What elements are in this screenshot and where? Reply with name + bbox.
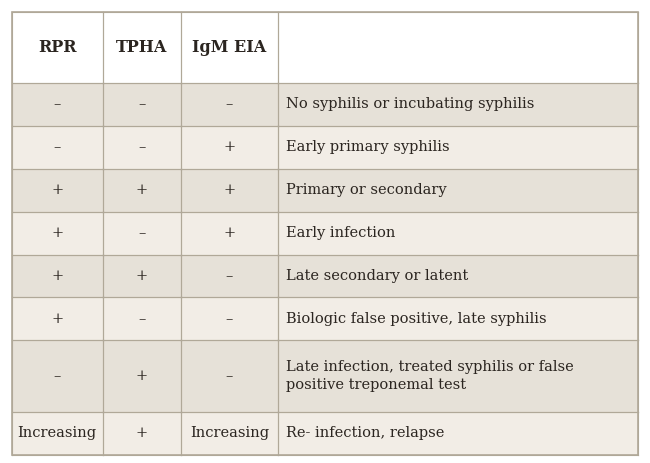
Bar <box>181 297 278 340</box>
Bar <box>103 255 181 297</box>
Text: Increasing: Increasing <box>190 426 269 440</box>
Text: +: + <box>136 269 148 283</box>
Text: Late infection, treated syphilis or false
positive treponemal test: Late infection, treated syphilis or fals… <box>286 360 573 392</box>
Bar <box>181 412 278 455</box>
Bar <box>181 12 278 83</box>
Bar <box>103 12 181 83</box>
Text: Increasing: Increasing <box>18 426 97 440</box>
Bar <box>103 126 181 169</box>
Text: +: + <box>136 369 148 383</box>
Bar <box>12 340 103 412</box>
Bar <box>181 255 278 297</box>
Bar <box>181 83 278 126</box>
Bar <box>103 297 181 340</box>
Bar <box>103 412 181 455</box>
Text: Late secondary or latent: Late secondary or latent <box>286 269 468 283</box>
Text: Primary or secondary: Primary or secondary <box>286 183 447 197</box>
Text: IgM EIA: IgM EIA <box>192 39 266 56</box>
Bar <box>12 255 103 297</box>
Bar <box>278 212 638 255</box>
Text: +: + <box>224 140 235 154</box>
Text: –: – <box>138 98 146 112</box>
Bar <box>278 340 638 412</box>
Bar <box>12 12 103 83</box>
Text: TPHA: TPHA <box>116 39 168 56</box>
Text: –: – <box>226 269 233 283</box>
Text: +: + <box>51 269 63 283</box>
Bar <box>103 212 181 255</box>
Text: –: – <box>53 369 61 383</box>
Text: +: + <box>51 312 63 326</box>
Bar <box>12 169 103 212</box>
Text: –: – <box>53 140 61 154</box>
Text: Re- infection, relapse: Re- infection, relapse <box>286 426 444 440</box>
Text: –: – <box>226 369 233 383</box>
Text: +: + <box>224 226 235 240</box>
Bar <box>278 412 638 455</box>
Bar <box>181 340 278 412</box>
Bar <box>278 297 638 340</box>
Text: –: – <box>138 312 146 326</box>
Bar <box>181 212 278 255</box>
Bar <box>103 169 181 212</box>
Text: –: – <box>138 140 146 154</box>
Bar <box>278 126 638 169</box>
Text: +: + <box>51 183 63 197</box>
Text: –: – <box>138 226 146 240</box>
Text: –: – <box>226 312 233 326</box>
Bar <box>103 83 181 126</box>
Text: Early primary syphilis: Early primary syphilis <box>286 140 449 154</box>
Bar <box>12 412 103 455</box>
Text: +: + <box>224 183 235 197</box>
Text: +: + <box>136 183 148 197</box>
Text: No syphilis or incubating syphilis: No syphilis or incubating syphilis <box>286 98 534 112</box>
Bar <box>278 255 638 297</box>
Bar <box>12 212 103 255</box>
Bar <box>181 169 278 212</box>
Text: +: + <box>51 226 63 240</box>
Text: Early infection: Early infection <box>286 226 395 240</box>
Text: –: – <box>53 98 61 112</box>
Bar <box>278 12 638 83</box>
Text: –: – <box>226 98 233 112</box>
Bar <box>12 297 103 340</box>
Text: +: + <box>136 426 148 440</box>
Bar <box>12 126 103 169</box>
Bar <box>278 83 638 126</box>
Bar <box>181 126 278 169</box>
Text: Biologic false positive, late syphilis: Biologic false positive, late syphilis <box>286 312 547 326</box>
Text: RPR: RPR <box>38 39 77 56</box>
Bar <box>103 340 181 412</box>
Bar <box>12 83 103 126</box>
Bar <box>278 169 638 212</box>
